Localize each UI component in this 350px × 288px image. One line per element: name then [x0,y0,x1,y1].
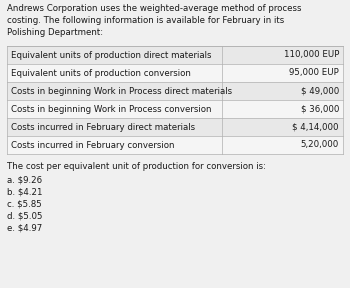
Text: $ 4,14,000: $ 4,14,000 [293,122,339,132]
Text: Equivalent units of production conversion: Equivalent units of production conversio… [11,69,191,77]
Text: The cost per equivalent unit of production for conversion is:: The cost per equivalent unit of producti… [7,162,266,171]
Text: $ 49,000: $ 49,000 [301,86,339,96]
Text: Equivalent units of production direct materials: Equivalent units of production direct ma… [11,50,211,60]
Text: b. $4.21: b. $4.21 [7,187,42,196]
Text: Costs incurred in February conversion: Costs incurred in February conversion [11,141,175,149]
Text: 110,000 EUP: 110,000 EUP [284,50,339,60]
Text: Andrews Corporation uses the weighted-average method of process
costing. The fol: Andrews Corporation uses the weighted-av… [7,4,301,37]
Text: $ 36,000: $ 36,000 [301,105,339,113]
Text: Costs in beginning Work in Process direct materials: Costs in beginning Work in Process direc… [11,86,232,96]
Text: 95,000 EUP: 95,000 EUP [289,69,339,77]
Text: 5,20,000: 5,20,000 [301,141,339,149]
Text: c. $5.85: c. $5.85 [7,199,42,208]
Text: Costs incurred in February direct materials: Costs incurred in February direct materi… [11,122,195,132]
Text: e. $4.97: e. $4.97 [7,223,42,232]
Text: Costs in beginning Work in Process conversion: Costs in beginning Work in Process conve… [11,105,211,113]
Text: d. $5.05: d. $5.05 [7,211,42,220]
Text: a. $9.26: a. $9.26 [7,175,42,184]
